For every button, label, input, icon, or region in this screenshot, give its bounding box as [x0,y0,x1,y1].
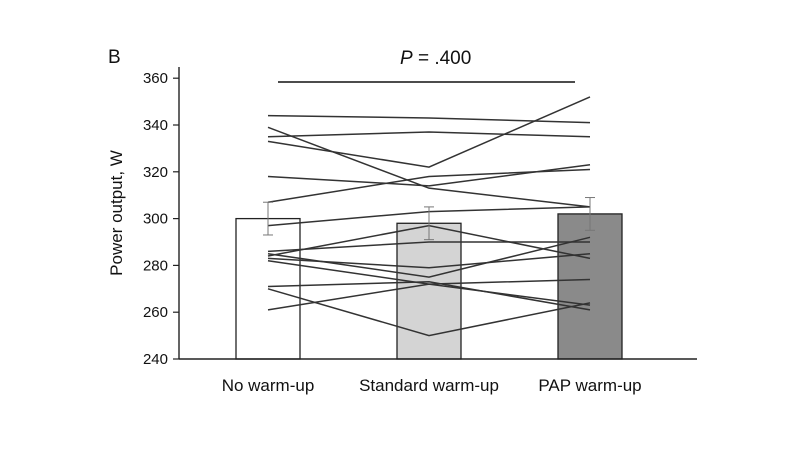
subject-line-7 [267,241,590,253]
subject-line-1 [267,126,591,208]
y-tick-label-340: 340 [143,117,168,134]
p-italic: P [400,48,413,69]
subject-line-4 [267,164,591,187]
x-category-label-0: No warm-up [222,376,315,395]
subject-line-14 [267,283,591,311]
subject-line-2 [267,131,591,138]
y-tick-label-240: 240 [143,351,168,368]
y-tick-label-360: 360 [143,70,168,87]
bar-1 [396,222,462,360]
subject-line-5 [267,168,591,203]
p-value: = .400 [413,48,472,69]
significance-label: P = .400 [400,48,471,69]
y-tick-label-280: 280 [143,257,168,274]
bar-2 [557,213,623,360]
subject-line-0 [267,114,591,124]
plot-area: 240 260 280 300 320 340 360 No warm-up Standard … [143,67,697,395]
y-tick-label-320: 320 [143,164,168,181]
y-tick-label-300: 300 [143,211,168,228]
x-category-label-2: PAP warm-up [538,376,641,395]
panel-label: B [108,47,121,68]
subject-line-10 [267,252,591,269]
y-axis-title: Power output, W [107,150,126,276]
subject-line-12 [267,281,591,311]
subject-line-13 [267,288,591,337]
x-category-label-1: Standard warm-up [359,376,499,395]
subject-line-3 [267,96,591,168]
y-tick-label-260: 260 [143,304,168,321]
